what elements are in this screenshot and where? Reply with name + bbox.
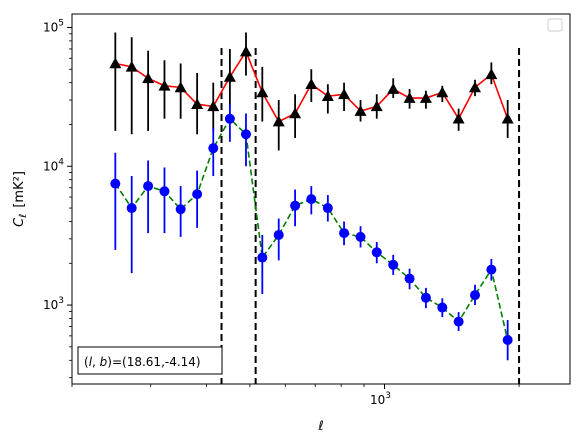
- y-tick-label-3: 105: [43, 18, 64, 34]
- annot-var-b: b: [100, 355, 108, 369]
- series-2-point-21: [437, 302, 448, 313]
- series-2-line: [114, 117, 509, 341]
- y-label-subscript: ℓ: [18, 214, 29, 218]
- y-tick-label-base: 10: [43, 159, 58, 173]
- x-axis-label: ℓ: [317, 419, 323, 434]
- series-2-point-7: [208, 143, 219, 154]
- series-1-point-24: [485, 68, 498, 80]
- series-2-point-11: [273, 229, 284, 240]
- series-2-point-9: [240, 129, 251, 140]
- series-group: [109, 32, 514, 361]
- series-1-point-19: [403, 92, 416, 103]
- series-2-point-17: [371, 247, 382, 258]
- series-2-point-14: [322, 203, 333, 214]
- series-1-point-16: [354, 105, 367, 116]
- vertical-lines: [220, 48, 521, 384]
- y-tick-label-exp: 5: [58, 18, 64, 28]
- y-label-symbol: C: [12, 217, 27, 227]
- series-1-point-15: [338, 88, 351, 100]
- plot-frame: [71, 13, 571, 385]
- series-2-point-1: [110, 178, 121, 189]
- series-1-point-2: [125, 60, 138, 72]
- x-tick-label-base: 10: [370, 393, 385, 407]
- series-2-point-6: [192, 189, 203, 200]
- series-2-point-3: [143, 181, 154, 192]
- series-1-point-10: [256, 86, 269, 98]
- series-1-point-11: [272, 115, 285, 127]
- y-axis-label: Cℓ [mK²]: [12, 171, 29, 227]
- series-1-point-14: [321, 90, 334, 101]
- y-tick-label-base: 10: [43, 20, 58, 34]
- x-tick-label-exp: 3: [385, 391, 391, 401]
- y-tick-label-exp: 3: [58, 296, 64, 306]
- series-1-point-8: [223, 70, 236, 82]
- series-1-point-17: [370, 100, 383, 112]
- legend-box: [547, 18, 563, 32]
- series-1-point-21: [436, 86, 449, 98]
- series-2-point-5: [175, 204, 186, 215]
- series-2-point-10: [257, 252, 268, 263]
- series-1: [109, 32, 514, 151]
- annotation-box: [77, 346, 223, 375]
- series-2-point-24: [486, 264, 497, 275]
- series-2-point-19: [404, 273, 415, 284]
- series-1-point-7: [207, 100, 220, 112]
- annot-var-l: l: [89, 355, 93, 369]
- series-2-point-4: [159, 186, 170, 197]
- series-1-point-25: [501, 112, 514, 124]
- annot-paren-open: (: [84, 355, 89, 369]
- series-2-point-18: [388, 259, 399, 270]
- x-tick-label-1: 103: [370, 391, 391, 407]
- series-2-point-16: [355, 231, 366, 242]
- y-tick-label-base: 10: [43, 298, 58, 312]
- y-tick-label-exp: 4: [58, 157, 64, 167]
- series-1-point-23: [469, 81, 482, 93]
- y-tick-label-1: 103: [43, 296, 64, 312]
- series-1-point-1: [109, 57, 122, 69]
- y-label-unit: [mK²]: [12, 171, 27, 208]
- series-1-point-4: [158, 79, 171, 91]
- series-1-point-22: [452, 112, 465, 124]
- series-1-point-3: [142, 72, 155, 84]
- series-2-point-23: [470, 290, 481, 301]
- annotation-text: (l, b)=(18.61,-4.14): [84, 355, 201, 369]
- series-1-point-6: [191, 98, 204, 109]
- series-2-point-12: [290, 200, 301, 211]
- series-2-point-2: [126, 203, 137, 214]
- series-1-point-9: [239, 45, 252, 57]
- series-2-point-22: [453, 316, 464, 327]
- series-2-point-15: [339, 228, 350, 239]
- y-tick-label-2: 104: [43, 157, 64, 173]
- series-1-point-13: [305, 78, 318, 90]
- annot-comma: ,: [92, 355, 100, 369]
- series-2-point-13: [306, 194, 317, 205]
- series-2: [110, 104, 513, 361]
- series-1-point-12: [289, 107, 302, 119]
- series-1-point-20: [419, 92, 432, 103]
- series-1-point-18: [387, 83, 400, 94]
- series-2-point-8: [224, 113, 235, 124]
- annot-rest: )=(18.61,-4.14): [107, 355, 200, 369]
- series-2-point-25: [502, 335, 513, 346]
- annotation: (l, b)=(18.61,-4.14): [77, 346, 223, 375]
- series-1-point-5: [174, 81, 187, 93]
- series-2-point-20: [420, 292, 431, 303]
